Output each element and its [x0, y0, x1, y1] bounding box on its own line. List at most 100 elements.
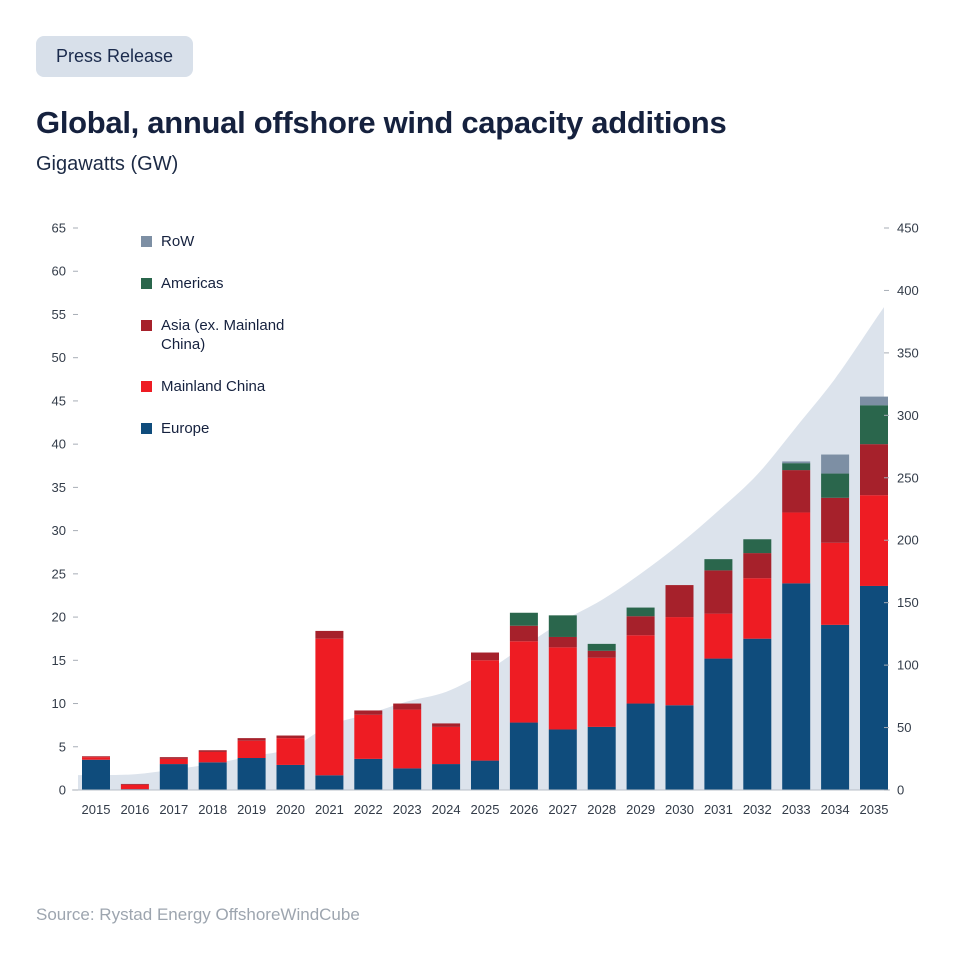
right-axis-label: 450	[897, 221, 919, 236]
bar-segment-2026-europe	[509, 722, 538, 790]
bar-segment-2032-mainland-china	[743, 578, 772, 639]
bar-segment-2024-mainland-china	[432, 726, 461, 765]
bar-segment-2032-asia-ex-mainland-china	[743, 553, 772, 579]
bar-segment-2033-row	[782, 461, 811, 464]
legend-label: Europe	[161, 420, 210, 437]
legend-swatch-icon	[141, 423, 152, 434]
left-axis-label: 35	[52, 480, 66, 495]
bar-segment-2031-europe	[704, 658, 733, 790]
bar-segment-2035-row	[860, 396, 888, 406]
bar-segment-2027-europe	[548, 729, 577, 790]
x-axis-label: 2034	[821, 802, 850, 817]
bar-segment-2025-asia-ex-mainland-china	[471, 652, 499, 661]
bar-segment-2016-asia-ex-mainland-china	[120, 783, 149, 785]
bar-segment-2030-europe	[665, 705, 694, 790]
x-axis-label: 2023	[393, 802, 422, 817]
bar-segment-2022-mainland-china	[354, 714, 383, 759]
left-axis-label: 0	[59, 783, 66, 798]
bar-segment-2015-mainland-china	[82, 757, 110, 760]
bar-segment-2017-mainland-china	[159, 758, 188, 765]
bar-segment-2024-asia-ex-mainland-china	[432, 723, 461, 727]
legend-label: Asia (ex. Mainland China)	[161, 317, 285, 353]
bar-segment-2034-europe	[821, 624, 850, 790]
x-axis-label: 2031	[704, 802, 733, 817]
left-axis-label: 55	[52, 307, 66, 322]
bar-segment-2020-europe	[276, 764, 305, 790]
bar-segment-2015-europe	[82, 759, 110, 790]
bar-segment-2028-americas	[587, 643, 616, 651]
bar-segment-2026-mainland-china	[509, 641, 538, 723]
x-axis-label: 2017	[159, 802, 188, 817]
bar-segment-2031-mainland-china	[704, 613, 733, 659]
legend-swatch-icon	[141, 381, 152, 392]
chart-area: 0 5 10 15 20 25 30 35 40 45 50 55 60 65 0 50 100 150 200 25…	[0, 198, 960, 846]
bar-segment-2019-asia-ex-mainland-china	[237, 738, 266, 741]
bar-segment-2018-europe	[198, 762, 227, 790]
bar-segment-2020-mainland-china	[276, 738, 305, 765]
press-release-badge-label: Press Release	[56, 46, 174, 66]
press-release-badge: Press Release	[36, 36, 194, 77]
bar-segment-2019-mainland-china	[237, 740, 266, 759]
bar-segment-2016-mainland-china	[120, 784, 149, 790]
page-title: Global, annual offshore wind capacity ad…	[36, 105, 727, 140]
left-axis-label: 40	[52, 437, 66, 452]
legend-label: Americas	[161, 275, 224, 292]
bar-segment-2023-mainland-china	[393, 709, 422, 769]
bar-segment-2032-americas	[743, 539, 772, 554]
right-axis-label: 0	[897, 783, 904, 798]
bar-segment-2028-europe	[587, 726, 616, 790]
chart-units-label: Gigawatts (GW)	[36, 153, 179, 175]
bar-segment-2033-americas	[782, 463, 811, 471]
x-axis-label: 2028	[587, 802, 616, 817]
right-axis-label: 350	[897, 345, 919, 360]
x-axis-label: 2033	[782, 802, 811, 817]
left-axis-label: 5	[59, 739, 66, 754]
bar-segment-2035-mainland-china	[860, 495, 888, 586]
bar-segment-2021-mainland-china	[315, 638, 344, 776]
left-axis-label: 45	[52, 393, 66, 408]
bar-segment-2034-americas	[821, 473, 850, 498]
bar-segment-2026-americas	[509, 612, 538, 626]
left-axis-label: 65	[52, 221, 66, 236]
bar-segment-2027-asia-ex-mainland-china	[548, 636, 577, 648]
x-axis-label: 2015	[82, 802, 111, 817]
bar-segment-2015-asia-ex-mainland-china	[82, 756, 110, 758]
left-axis-label: 20	[52, 610, 66, 625]
bar-segment-2019-europe	[237, 758, 266, 790]
bar-segment-2029-asia-ex-mainland-china	[626, 616, 655, 636]
left-axis-label: 10	[52, 696, 66, 711]
right-axis-label: 100	[897, 658, 919, 673]
chart-legend: RoW Americas Asia (ex. Mainland China) Main…	[141, 232, 313, 461]
bar-segment-2023-asia-ex-mainland-china	[393, 703, 422, 710]
left-axis-label: 15	[52, 653, 66, 668]
bar-segment-2024-europe	[432, 764, 461, 790]
bar-segment-2020-asia-ex-mainland-china	[276, 735, 305, 739]
bar-segment-2032-europe	[743, 638, 772, 790]
bar-segment-2017-europe	[159, 764, 188, 790]
bar-segment-2031-asia-ex-mainland-china	[704, 570, 733, 614]
legend-item-europe: Europe	[141, 419, 313, 438]
capacity-chart: 0510152025303540455055606505010015020025…	[52, 221, 919, 818]
bar-segment-2034-row	[821, 454, 850, 474]
bar-segment-2028-mainland-china	[587, 657, 616, 727]
bar-segment-2025-europe	[471, 760, 499, 790]
right-axis-label: 250	[897, 470, 919, 485]
bar-segment-2027-mainland-china	[548, 647, 577, 730]
x-axis-label: 2024	[432, 802, 461, 817]
bar-segment-2035-europe	[860, 585, 888, 790]
bar-segment-2021-europe	[315, 775, 344, 790]
x-axis-label: 2018	[198, 802, 227, 817]
bar-segment-2029-europe	[626, 703, 655, 790]
bar-segment-2017-asia-ex-mainland-china	[159, 757, 188, 759]
x-axis-label: 2027	[548, 802, 577, 817]
bar-segment-2034-asia-ex-mainland-china	[821, 497, 850, 543]
left-axis-label: 30	[52, 523, 66, 538]
left-axis-label: 60	[52, 264, 66, 279]
x-axis-label: 2032	[743, 802, 772, 817]
bar-segment-2028-asia-ex-mainland-china	[587, 650, 616, 658]
right-axis-label: 50	[897, 720, 911, 735]
legend-swatch-icon	[141, 236, 152, 247]
legend-swatch-icon	[141, 278, 152, 289]
bar-segment-2033-mainland-china	[782, 512, 811, 584]
